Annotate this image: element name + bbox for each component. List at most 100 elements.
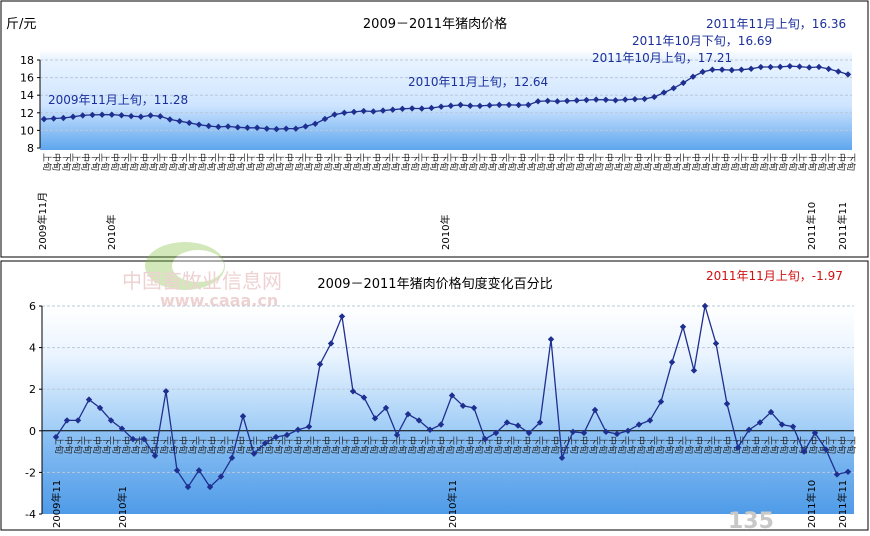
data-point [580, 429, 588, 437]
data-point [668, 358, 676, 366]
x-year-label: 2011年10 [805, 480, 818, 528]
x-tick-label: 中旬 [234, 436, 246, 454]
x-tick-label: 中旬 [492, 436, 504, 454]
x-tick-label: 中旬 [225, 153, 237, 171]
data-point [140, 435, 148, 443]
x-tick-label: 上旬 [768, 153, 780, 171]
watermark-url: www.caaa.cn [160, 291, 278, 310]
x-tick-label: 下旬 [816, 153, 828, 171]
data-point [239, 413, 247, 420]
data-point [437, 103, 445, 110]
x-tick-label: 下旬 [272, 436, 284, 454]
x-tick-label: 中旬 [349, 436, 361, 454]
x-tick-label: 中旬 [692, 436, 704, 454]
x-tick-label: 上旬 [361, 153, 373, 171]
x-tick-label: 中旬 [578, 436, 590, 454]
x-tick-label: 下旬 [673, 436, 685, 454]
y-tick-label: 18 [20, 54, 34, 67]
data-point [302, 123, 309, 130]
x-tick-label: 中旬 [91, 436, 103, 454]
data-point [800, 448, 808, 455]
data-point [186, 119, 193, 127]
x-year-label: 2009年11月 [36, 192, 49, 250]
x-tick-label: 中旬 [664, 436, 676, 454]
data-point [734, 444, 742, 451]
x-tick-label: 上旬 [425, 436, 437, 454]
data-point [811, 429, 819, 437]
data-point [415, 417, 423, 424]
x-tick-label: 上旬 [397, 436, 409, 454]
data-point [195, 467, 203, 474]
x-tick-label: 上旬 [797, 436, 809, 454]
data-point [157, 113, 164, 120]
data-point [184, 483, 192, 491]
data-point [52, 433, 60, 441]
data-point [253, 124, 261, 131]
data-point [728, 66, 735, 74]
data-point [486, 102, 493, 109]
watermark-logo-icon [145, 242, 225, 290]
x-tick-label: 下旬 [148, 153, 160, 171]
x-tick-label: 下旬 [616, 436, 628, 454]
x-tick-label: 上旬 [303, 153, 315, 171]
x-tick-label: 下旬 [501, 436, 513, 454]
data-point [447, 102, 455, 109]
data-point [305, 423, 313, 430]
x-tick-label: 上旬 [511, 436, 523, 454]
data-point [815, 63, 823, 71]
data-point [738, 66, 745, 73]
x-tick-label: 上旬 [128, 153, 140, 171]
x-tick-label: 上旬 [339, 436, 351, 454]
x-tick-label: 中旬 [51, 153, 63, 171]
data-point [718, 66, 726, 73]
y-tick-label: 6 [29, 300, 36, 313]
data-point [776, 63, 784, 71]
x-tick-label: 下旬 [530, 436, 542, 454]
data-point [173, 467, 181, 474]
x-tick-label: 中旬 [603, 153, 615, 171]
watermark-text: 中国畜牧业信息网 [122, 269, 282, 293]
x-tick-label: 下旬 [759, 436, 771, 454]
x-tick-label: 中旬 [721, 436, 733, 454]
x-tick-label: 中旬 [549, 436, 561, 454]
data-point [470, 404, 478, 412]
bottom-chart-title: 2009－2011年猪肉价格旬度变化百分比 [317, 276, 552, 292]
data-point [399, 105, 406, 113]
data-point [215, 123, 222, 131]
x-year-label: 2010年1 [116, 486, 129, 528]
x-tick-label: 上旬 [82, 436, 94, 454]
data-point [408, 105, 416, 112]
data-point [712, 340, 720, 347]
x-tick-label: 下旬 [416, 436, 428, 454]
data-point [660, 89, 668, 96]
data-point [476, 102, 484, 110]
x-tick-label: 下旬 [444, 436, 456, 454]
x-tick-label: 上旬 [390, 153, 402, 171]
x-tick-label: 中旬 [80, 153, 92, 171]
x-tick-label: 下旬 [187, 436, 199, 454]
top-price-series [40, 62, 852, 133]
x-tick-label: 上旬 [738, 153, 750, 171]
x-tick-label: 下旬 [700, 153, 712, 171]
x-tick-label: 下旬 [642, 153, 654, 171]
x-tick-label: 中旬 [206, 436, 218, 454]
data-point [622, 96, 629, 103]
data-point [448, 392, 456, 399]
x-tick-label: 下旬 [525, 153, 537, 171]
x-tick-label: 下旬 [235, 153, 247, 171]
x-tick-label: 下旬 [60, 153, 72, 171]
data-point [176, 117, 183, 125]
data-point [228, 454, 236, 462]
x-tick-label: 上旬 [448, 153, 460, 171]
x-tick-label: 中旬 [778, 436, 790, 454]
x-tick-label: 中旬 [341, 153, 353, 171]
data-point [525, 101, 532, 109]
data-point [79, 112, 86, 119]
x-tick-label: 上旬 [139, 436, 151, 454]
x-tick-label: 中旬 [428, 153, 440, 171]
x-tick-label: 下旬 [380, 153, 392, 171]
x-tick-label: 下旬 [118, 153, 130, 171]
x-tick-label: 中旬 [320, 436, 332, 454]
x-tick-label: 上旬 [53, 436, 65, 454]
x-tick-label: 下旬 [351, 153, 363, 171]
